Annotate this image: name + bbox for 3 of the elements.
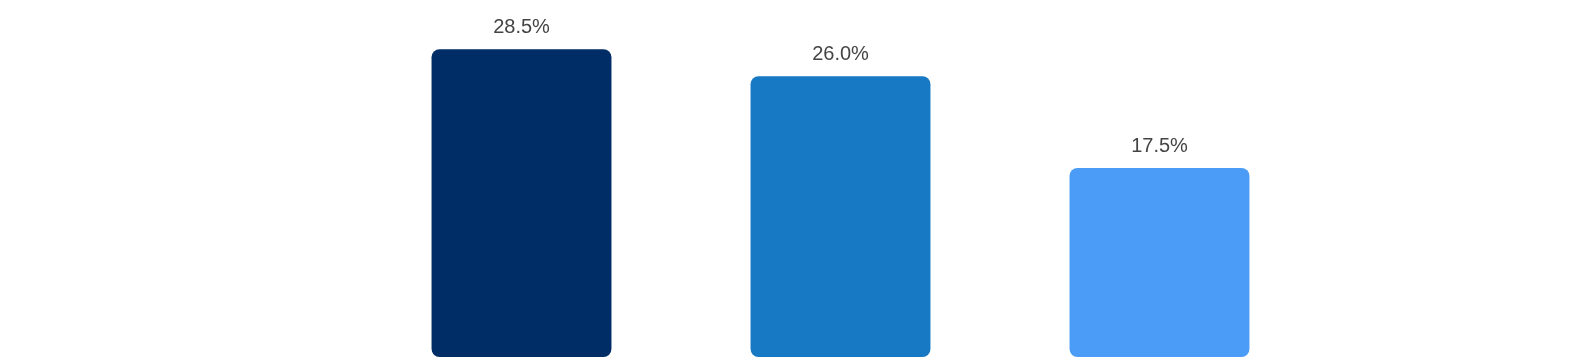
data-label: 26.0% bbox=[812, 41, 870, 64]
data-label: 28.5% bbox=[493, 14, 551, 37]
data-label: 17.5% bbox=[1131, 133, 1189, 156]
